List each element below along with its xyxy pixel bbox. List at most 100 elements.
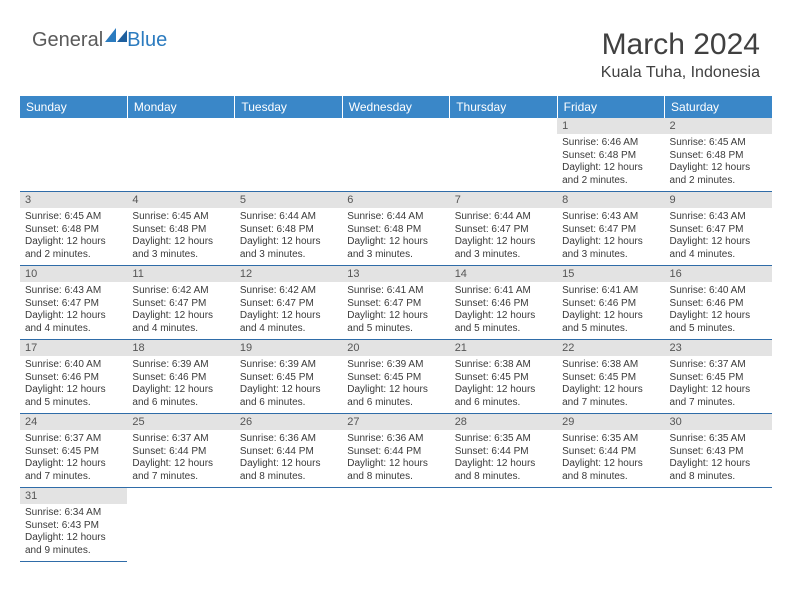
day-details: Sunrise: 6:42 AMSunset: 6:47 PMDaylight:…	[235, 282, 342, 339]
day-number: 27	[342, 414, 449, 430]
day-details: Sunrise: 6:37 AMSunset: 6:45 PMDaylight:…	[665, 356, 772, 413]
day-number: 28	[450, 414, 557, 430]
day-number: 5	[235, 192, 342, 208]
day-details: Sunrise: 6:43 AMSunset: 6:47 PMDaylight:…	[557, 208, 664, 265]
day-details: Sunrise: 6:46 AMSunset: 6:48 PMDaylight:…	[557, 134, 664, 191]
day-cell: 13Sunrise: 6:41 AMSunset: 6:47 PMDayligh…	[342, 266, 449, 340]
day-details: Sunrise: 6:45 AMSunset: 6:48 PMDaylight:…	[20, 208, 127, 265]
day-cell: 25Sunrise: 6:37 AMSunset: 6:44 PMDayligh…	[127, 414, 234, 488]
day-number: 29	[557, 414, 664, 430]
day-cell: 6Sunrise: 6:44 AMSunset: 6:48 PMDaylight…	[342, 192, 449, 266]
day-number: 22	[557, 340, 664, 356]
col-header-tuesday: Tuesday	[235, 96, 342, 118]
day-details: Sunrise: 6:35 AMSunset: 6:43 PMDaylight:…	[665, 430, 772, 487]
day-number: 31	[20, 488, 127, 504]
day-cell: 22Sunrise: 6:38 AMSunset: 6:45 PMDayligh…	[557, 340, 664, 414]
empty-cell	[235, 118, 342, 192]
day-details: Sunrise: 6:36 AMSunset: 6:44 PMDaylight:…	[342, 430, 449, 487]
day-details: Sunrise: 6:39 AMSunset: 6:46 PMDaylight:…	[127, 356, 234, 413]
day-details: Sunrise: 6:40 AMSunset: 6:46 PMDaylight:…	[20, 356, 127, 413]
col-header-wednesday: Wednesday	[342, 96, 449, 118]
day-number: 3	[20, 192, 127, 208]
day-cell: 5Sunrise: 6:44 AMSunset: 6:48 PMDaylight…	[235, 192, 342, 266]
empty-cell	[342, 488, 449, 562]
day-number: 4	[127, 192, 234, 208]
day-details: Sunrise: 6:39 AMSunset: 6:45 PMDaylight:…	[342, 356, 449, 413]
col-header-monday: Monday	[127, 96, 234, 118]
calendar-head: SundayMondayTuesdayWednesdayThursdayFrid…	[20, 96, 772, 118]
day-details: Sunrise: 6:42 AMSunset: 6:47 PMDaylight:…	[127, 282, 234, 339]
day-cell: 4Sunrise: 6:45 AMSunset: 6:48 PMDaylight…	[127, 192, 234, 266]
day-cell: 9Sunrise: 6:43 AMSunset: 6:47 PMDaylight…	[665, 192, 772, 266]
day-cell: 31Sunrise: 6:34 AMSunset: 6:43 PMDayligh…	[20, 488, 127, 562]
day-cell: 3Sunrise: 6:45 AMSunset: 6:48 PMDaylight…	[20, 192, 127, 266]
day-number: 26	[235, 414, 342, 430]
day-cell: 11Sunrise: 6:42 AMSunset: 6:47 PMDayligh…	[127, 266, 234, 340]
day-cell: 19Sunrise: 6:39 AMSunset: 6:45 PMDayligh…	[235, 340, 342, 414]
day-details: Sunrise: 6:44 AMSunset: 6:48 PMDaylight:…	[235, 208, 342, 265]
empty-cell	[450, 118, 557, 192]
day-cell: 12Sunrise: 6:42 AMSunset: 6:47 PMDayligh…	[235, 266, 342, 340]
day-cell: 7Sunrise: 6:44 AMSunset: 6:47 PMDaylight…	[450, 192, 557, 266]
empty-cell	[342, 118, 449, 192]
day-number: 16	[665, 266, 772, 282]
empty-cell	[127, 118, 234, 192]
day-number: 25	[127, 414, 234, 430]
calendar-row: 17Sunrise: 6:40 AMSunset: 6:46 PMDayligh…	[20, 340, 772, 414]
calendar-body: 1Sunrise: 6:46 AMSunset: 6:48 PMDaylight…	[20, 118, 772, 562]
day-details: Sunrise: 6:37 AMSunset: 6:44 PMDaylight:…	[127, 430, 234, 487]
day-number: 17	[20, 340, 127, 356]
day-cell: 27Sunrise: 6:36 AMSunset: 6:44 PMDayligh…	[342, 414, 449, 488]
day-details: Sunrise: 6:38 AMSunset: 6:45 PMDaylight:…	[450, 356, 557, 413]
day-details: Sunrise: 6:34 AMSunset: 6:43 PMDaylight:…	[20, 504, 127, 561]
day-cell: 18Sunrise: 6:39 AMSunset: 6:46 PMDayligh…	[127, 340, 234, 414]
day-details: Sunrise: 6:37 AMSunset: 6:45 PMDaylight:…	[20, 430, 127, 487]
day-cell: 2Sunrise: 6:45 AMSunset: 6:48 PMDaylight…	[665, 118, 772, 192]
brand-logo: General Blue	[32, 28, 167, 52]
day-number: 14	[450, 266, 557, 282]
month-title: March 2024	[601, 28, 760, 62]
day-cell: 17Sunrise: 6:40 AMSunset: 6:46 PMDayligh…	[20, 340, 127, 414]
day-number: 8	[557, 192, 664, 208]
empty-cell	[20, 118, 127, 192]
day-details: Sunrise: 6:44 AMSunset: 6:47 PMDaylight:…	[450, 208, 557, 265]
empty-cell	[450, 488, 557, 562]
day-details: Sunrise: 6:40 AMSunset: 6:46 PMDaylight:…	[665, 282, 772, 339]
day-number: 2	[665, 118, 772, 134]
day-details: Sunrise: 6:41 AMSunset: 6:46 PMDaylight:…	[557, 282, 664, 339]
col-header-sunday: Sunday	[20, 96, 127, 118]
day-cell: 16Sunrise: 6:40 AMSunset: 6:46 PMDayligh…	[665, 266, 772, 340]
calendar-row: 31Sunrise: 6:34 AMSunset: 6:43 PMDayligh…	[20, 488, 772, 562]
day-details: Sunrise: 6:41 AMSunset: 6:46 PMDaylight:…	[450, 282, 557, 339]
day-cell: 29Sunrise: 6:35 AMSunset: 6:44 PMDayligh…	[557, 414, 664, 488]
day-number: 7	[450, 192, 557, 208]
day-number: 11	[127, 266, 234, 282]
day-cell: 8Sunrise: 6:43 AMSunset: 6:47 PMDaylight…	[557, 192, 664, 266]
day-number: 19	[235, 340, 342, 356]
day-details: Sunrise: 6:44 AMSunset: 6:48 PMDaylight:…	[342, 208, 449, 265]
day-number: 30	[665, 414, 772, 430]
calendar-row: 24Sunrise: 6:37 AMSunset: 6:45 PMDayligh…	[20, 414, 772, 488]
day-number: 10	[20, 266, 127, 282]
brand-part1: General	[32, 29, 103, 52]
empty-cell	[557, 488, 664, 562]
day-details: Sunrise: 6:45 AMSunset: 6:48 PMDaylight:…	[665, 134, 772, 191]
day-details: Sunrise: 6:43 AMSunset: 6:47 PMDaylight:…	[665, 208, 772, 265]
day-number: 15	[557, 266, 664, 282]
day-number: 21	[450, 340, 557, 356]
day-number: 24	[20, 414, 127, 430]
day-cell: 14Sunrise: 6:41 AMSunset: 6:46 PMDayligh…	[450, 266, 557, 340]
col-header-thursday: Thursday	[450, 96, 557, 118]
day-cell: 20Sunrise: 6:39 AMSunset: 6:45 PMDayligh…	[342, 340, 449, 414]
empty-cell	[127, 488, 234, 562]
calendar-row: 3Sunrise: 6:45 AMSunset: 6:48 PMDaylight…	[20, 192, 772, 266]
day-cell: 26Sunrise: 6:36 AMSunset: 6:44 PMDayligh…	[235, 414, 342, 488]
day-cell: 10Sunrise: 6:43 AMSunset: 6:47 PMDayligh…	[20, 266, 127, 340]
day-details: Sunrise: 6:41 AMSunset: 6:47 PMDaylight:…	[342, 282, 449, 339]
day-cell: 30Sunrise: 6:35 AMSunset: 6:43 PMDayligh…	[665, 414, 772, 488]
day-cell: 23Sunrise: 6:37 AMSunset: 6:45 PMDayligh…	[665, 340, 772, 414]
day-number: 1	[557, 118, 664, 134]
header: General Blue March 2024 Kuala Tuha, Indo…	[0, 0, 792, 90]
day-cell: 28Sunrise: 6:35 AMSunset: 6:44 PMDayligh…	[450, 414, 557, 488]
day-number: 18	[127, 340, 234, 356]
